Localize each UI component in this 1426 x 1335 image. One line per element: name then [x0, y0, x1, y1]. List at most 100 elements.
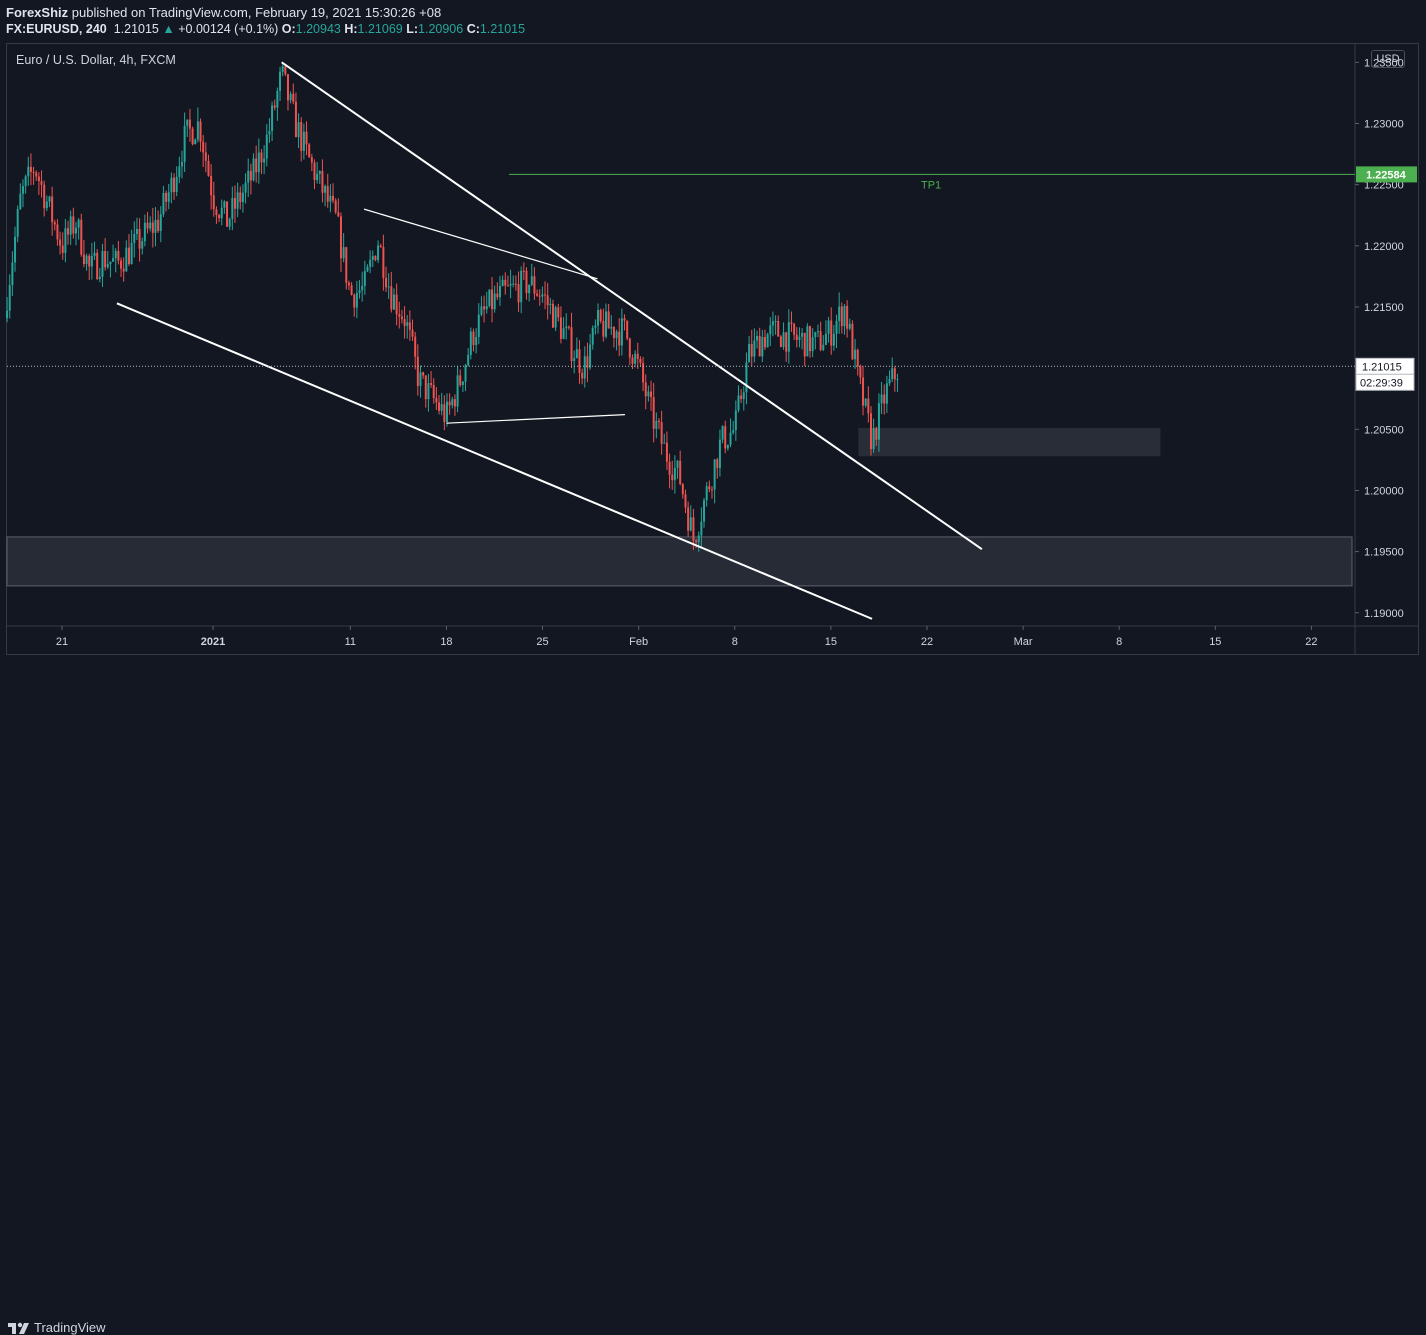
candle-body — [162, 192, 165, 215]
currency-button[interactable]: USD — [1371, 50, 1405, 68]
candle-body — [551, 303, 554, 328]
candle-body — [6, 310, 9, 318]
candle-body — [806, 326, 809, 357]
candle-body — [597, 310, 600, 326]
candle-body — [286, 74, 289, 101]
candle-body — [801, 333, 804, 337]
candle-body — [432, 384, 435, 399]
candle-body — [419, 372, 422, 386]
candle-body — [885, 383, 888, 404]
candle-body — [681, 484, 684, 495]
candle-body — [477, 314, 480, 338]
candle-body — [241, 192, 244, 203]
candle-body — [742, 392, 745, 399]
candle-body — [687, 507, 690, 531]
candle-body — [838, 306, 841, 321]
candle-body — [363, 271, 366, 286]
candle-body — [872, 428, 875, 449]
publisher-name[interactable]: ForexShiz — [6, 5, 69, 20]
candle-body — [231, 197, 234, 219]
candle-body — [562, 328, 565, 339]
candle-body — [491, 289, 494, 310]
candle-body — [382, 247, 385, 278]
symbol-label: FX:EURUSD, 240 — [6, 22, 107, 36]
candle-body — [223, 201, 226, 208]
candle-body — [40, 181, 43, 185]
candle-body — [255, 158, 258, 173]
candle-body — [631, 357, 634, 364]
candle-body — [411, 329, 414, 337]
candle-body — [700, 521, 703, 536]
candle-body — [406, 322, 409, 326]
candle-body — [451, 399, 454, 406]
candle-body — [628, 338, 631, 358]
tp1-label: TP1 — [921, 179, 941, 191]
candle-body — [745, 362, 748, 393]
candle-body — [891, 368, 894, 380]
candle-body — [159, 214, 162, 231]
candle-body — [668, 461, 671, 475]
candle-body — [639, 358, 642, 363]
candle-body — [816, 331, 819, 333]
candle-body — [615, 331, 618, 339]
candle-body — [790, 322, 793, 324]
candle-body — [371, 256, 374, 260]
candle-body — [832, 333, 835, 346]
candle-body — [583, 356, 586, 379]
candle-body — [525, 270, 528, 294]
candle-body — [761, 337, 764, 357]
candle-body — [795, 334, 798, 340]
high-value: 1.21069 — [357, 22, 403, 36]
candle-body — [284, 66, 287, 75]
candle-body — [578, 349, 581, 373]
candle-body — [112, 258, 115, 262]
time-tick-label: 25 — [536, 636, 548, 648]
candle-body — [90, 255, 93, 267]
candle-body — [310, 157, 313, 163]
candle-body — [430, 383, 433, 385]
candle-body — [321, 171, 324, 193]
candle-body — [676, 460, 679, 468]
footer: TradingView — [0, 655, 1426, 1335]
candle-body — [546, 295, 549, 306]
candle-body — [260, 152, 263, 163]
candle-body — [533, 276, 536, 294]
tradingview-logo-icon[interactable] — [8, 1321, 30, 1335]
candle-body — [416, 356, 419, 386]
candle-body — [467, 354, 470, 366]
candle-body — [528, 284, 531, 294]
brand-name[interactable]: TradingView — [34, 1320, 106, 1335]
candle-body — [541, 294, 544, 297]
candle-body — [342, 247, 345, 259]
low-value: 1.20906 — [418, 22, 464, 36]
candle-body — [196, 121, 199, 140]
candle-body — [469, 331, 472, 355]
candle-body — [514, 283, 517, 285]
candle-body — [390, 286, 393, 310]
candle-body — [644, 382, 647, 397]
candle-body — [724, 426, 727, 449]
chart-svg[interactable]: TP11.235001.230001.225001.220001.215001.… — [0, 0, 1426, 691]
time-tick-label: Mar — [1014, 636, 1033, 648]
candle-body — [252, 158, 255, 181]
candle-body — [440, 404, 443, 411]
candle-body — [337, 212, 340, 217]
candle-body — [835, 320, 838, 334]
candle-body — [522, 270, 525, 272]
candle-body — [350, 285, 353, 295]
candle-body — [175, 176, 178, 192]
candle-body — [721, 426, 724, 440]
candle-body — [536, 293, 539, 296]
candle-body — [180, 162, 183, 167]
candle-body — [14, 236, 17, 263]
candle-body — [647, 391, 650, 397]
candle-body — [279, 71, 282, 91]
candle-body — [104, 251, 107, 268]
candle-body — [557, 307, 560, 318]
price-tick-label: 1.21500 — [1364, 302, 1404, 314]
candle-body — [740, 395, 743, 399]
candle-body — [318, 171, 321, 174]
candle-body — [379, 245, 382, 248]
price-tick-label: 1.20000 — [1364, 485, 1404, 497]
candle-body — [11, 262, 14, 286]
